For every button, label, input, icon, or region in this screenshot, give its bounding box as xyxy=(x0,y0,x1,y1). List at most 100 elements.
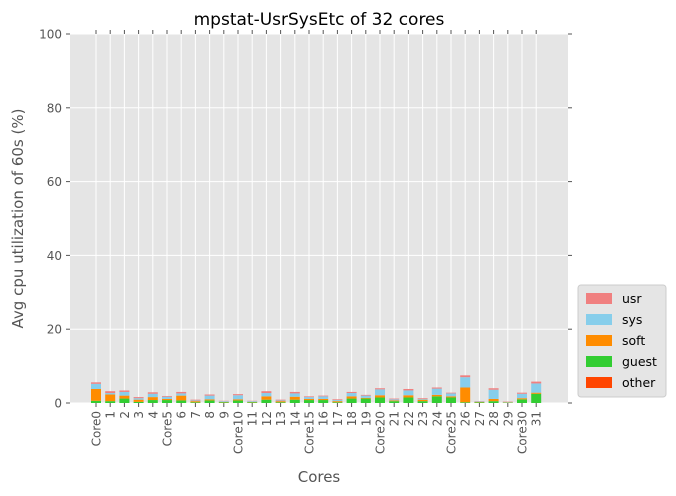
y-tick-label: 100 xyxy=(39,28,62,42)
bar-segment-guest xyxy=(190,402,201,403)
x-tick-label: 27 xyxy=(473,411,487,426)
x-tick-label: Core25 xyxy=(445,411,459,454)
x-tick-label: 14 xyxy=(288,411,302,426)
x-tick-label: Core15 xyxy=(303,411,317,454)
bar-segment-usr xyxy=(375,388,385,390)
x-tick-label: 17 xyxy=(331,411,345,426)
x-tick-label: 6 xyxy=(175,411,189,419)
x-tick-label: 24 xyxy=(430,411,444,426)
x-tick-label: 9 xyxy=(217,411,231,419)
bar-segment-sys xyxy=(517,393,527,399)
bar-segment-guest xyxy=(474,402,485,403)
bar-segment-soft xyxy=(275,401,286,403)
bar-segment-sys xyxy=(446,393,456,397)
bar-segment-sys xyxy=(233,395,243,400)
bar-segment-guest xyxy=(176,400,187,403)
bar-segment-sys xyxy=(403,390,414,396)
bar-segment-guest xyxy=(332,402,343,403)
bar-segment-soft xyxy=(289,396,300,400)
bar-segment-guest xyxy=(304,400,314,403)
y-tick-label: 0 xyxy=(54,397,62,411)
x-tick-label: Core30 xyxy=(516,411,530,454)
bar-segment-sys xyxy=(190,400,201,402)
bar-segment-soft xyxy=(517,398,527,400)
x-tick-label: 4 xyxy=(146,411,160,419)
x-axis-label: Cores xyxy=(298,468,341,486)
bar-segment-usr xyxy=(531,381,542,384)
bar-segment-soft xyxy=(360,397,371,399)
bar-segment-guest xyxy=(247,402,258,403)
bar-segment-soft xyxy=(531,392,542,394)
bar-segment-usr xyxy=(233,394,243,396)
bar-segment-usr xyxy=(389,398,400,400)
bar-segment-sys xyxy=(162,396,172,399)
bar-segment-usr xyxy=(204,394,215,396)
legend-swatch-other xyxy=(586,377,612,388)
bar-segment-sys xyxy=(119,391,130,396)
bar-segment-usr xyxy=(289,391,300,394)
bar-segment-usr xyxy=(517,392,527,394)
bar-segment-sys xyxy=(417,398,428,400)
bar-segment-usr xyxy=(332,399,343,401)
bar-segment-sys xyxy=(275,400,286,402)
legend-label-soft: soft xyxy=(622,333,645,348)
chart-title: mpstat-UsrSysEtc of 32 cores xyxy=(194,10,445,30)
legend-box xyxy=(577,284,667,398)
legend: usr sys soft guest other xyxy=(577,284,667,398)
bar-segment-usr xyxy=(91,382,101,384)
legend-label-usr: usr xyxy=(622,291,642,306)
x-tick-label: 12 xyxy=(260,411,274,426)
bar-segment-guest xyxy=(204,400,215,403)
bar-segment-soft xyxy=(403,395,414,398)
bar-segment-guest xyxy=(261,399,272,403)
bar-segment-usr xyxy=(119,390,130,392)
bar-segment-guest xyxy=(119,398,130,403)
bar-segment-sys xyxy=(346,393,357,397)
bars-layer xyxy=(91,375,542,403)
bar-segment-sys xyxy=(304,397,314,399)
legend-label-guest: guest xyxy=(622,354,657,369)
bar-segment-sys xyxy=(531,383,542,393)
bar-segment-sys xyxy=(247,401,258,402)
bar-segment-usr xyxy=(318,395,329,397)
bar-segment-sys xyxy=(318,396,329,399)
legend-label-sys: sys xyxy=(622,312,642,327)
y-tick-label: 60 xyxy=(47,175,62,189)
bar-segment-guest xyxy=(403,397,414,403)
bar-segment-sys xyxy=(360,395,371,398)
x-tick-label: 1 xyxy=(104,411,118,419)
bar-segment-soft xyxy=(176,395,187,401)
x-tick-label: 23 xyxy=(416,411,430,426)
bar-segment-soft xyxy=(318,398,329,401)
bar-segment-guest xyxy=(460,402,471,403)
bar-segment-usr xyxy=(488,388,499,390)
bar-segment-guest xyxy=(488,401,499,403)
bar-segment-soft xyxy=(204,399,215,401)
bar-segment-sys xyxy=(204,395,215,400)
bar-segment-guest xyxy=(389,401,400,403)
bar-segment-guest xyxy=(105,401,116,403)
bar-segment-usr xyxy=(147,392,158,394)
bar-segment-soft xyxy=(431,394,442,397)
bar-segment-guest xyxy=(275,402,286,403)
x-tick-label: 3 xyxy=(132,411,146,419)
bar-segment-soft xyxy=(304,398,314,401)
y-axis-label: Avg cpu utilization of 60s (%) xyxy=(9,109,27,329)
bar-segment-soft xyxy=(346,396,357,399)
bar-segment-soft xyxy=(375,395,385,398)
bar-segment-sys xyxy=(105,393,116,395)
bar-segment-soft xyxy=(488,398,499,402)
bar-segment-guest xyxy=(218,402,229,403)
bar-segment-sys xyxy=(147,393,158,398)
bar-segment-guest xyxy=(346,398,357,403)
legend-swatch-guest xyxy=(586,356,612,367)
bar-segment-guest xyxy=(91,400,101,403)
bar-segment-sys xyxy=(488,389,499,399)
bar-segment-soft xyxy=(91,388,101,401)
x-tick-label: 8 xyxy=(203,411,217,419)
bar-segment-sys xyxy=(460,377,471,388)
bar-segment-soft xyxy=(190,401,201,403)
bar-segment-guest xyxy=(360,398,371,403)
x-tick-label: 16 xyxy=(317,411,331,426)
bar-segment-sys xyxy=(133,398,144,400)
